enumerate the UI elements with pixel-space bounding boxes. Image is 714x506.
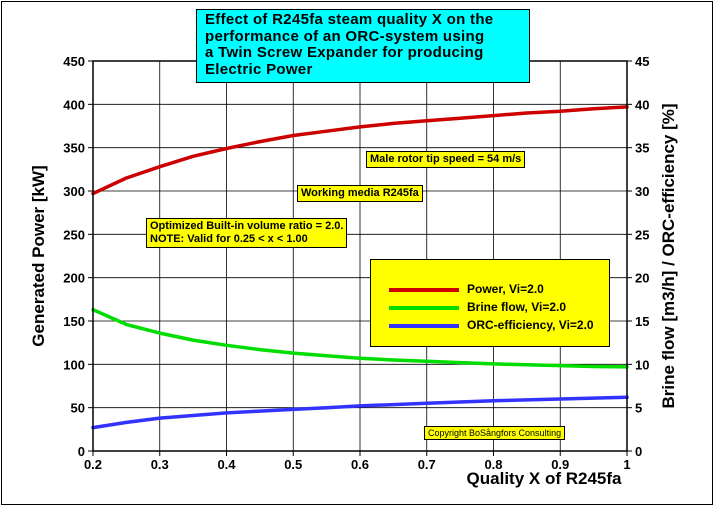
y2-tick-label: 5 bbox=[635, 401, 642, 416]
y-tick-label: 300 bbox=[63, 184, 85, 199]
x-tick-label: 1 bbox=[623, 457, 630, 472]
series-line-orc-efficiency-vi-2-0 bbox=[91, 395, 629, 430]
title-line-2: performance of an ORC-system using bbox=[205, 27, 485, 45]
chart-title: Effect of R245fa steam quality X on the … bbox=[196, 9, 530, 83]
working-media-annotation: Working media R245fa bbox=[297, 185, 423, 202]
y-tick-label: 450 bbox=[63, 54, 85, 69]
x-tick-label: 0.7 bbox=[418, 457, 436, 472]
title-line-4: Electric Power bbox=[205, 60, 313, 78]
y-tick-label: 150 bbox=[63, 314, 85, 329]
y2-tick-label: 0 bbox=[635, 444, 642, 459]
title-line-1: Effect of R245fa steam quality X on the bbox=[205, 11, 494, 28]
y-tick-label: 50 bbox=[71, 401, 85, 416]
title-line-3: a Twin Screw Expander for producing bbox=[205, 44, 484, 61]
x-tick-label: 0.6 bbox=[351, 457, 369, 472]
series-line-brine-flow-vi-2-0 bbox=[91, 307, 629, 369]
working-media-text: Working media R245fa bbox=[301, 187, 419, 199]
legend-label-power: Power, Vi=2.0 bbox=[467, 282, 544, 296]
y-axis-label: Generated Power [kW] bbox=[29, 165, 48, 346]
legend-item-orc-efficiency: ORC-efficiency, Vi=2.0 bbox=[381, 318, 606, 334]
y2-tick-label: 15 bbox=[635, 314, 649, 329]
legend-swatch-brine-flow bbox=[389, 306, 459, 310]
volume-ratio-line-2: NOTE: Valid for 0.25 < x < 1.00 bbox=[150, 233, 308, 245]
legend-item-power: Power, Vi=2.0 bbox=[381, 282, 606, 298]
y2-tick-label: 45 bbox=[635, 54, 649, 69]
y-tick-label: 250 bbox=[63, 227, 85, 242]
x-tick-label: 0.4 bbox=[217, 457, 236, 472]
volume-ratio-annotation: Optimized Built-in volume ratio = 2.0. N… bbox=[146, 218, 348, 248]
series-line-power-vi-2-0 bbox=[91, 105, 629, 196]
tip-speed-annotation: Male rotor tip speed = 54 m/s bbox=[366, 151, 526, 168]
y2-tick-label: 30 bbox=[635, 184, 649, 199]
x-tick-label: 0.3 bbox=[151, 457, 169, 472]
legend-swatch-power bbox=[389, 288, 459, 292]
copyright-note: Copyright BoSångfors Consulting bbox=[424, 426, 566, 440]
volume-ratio-line-1: Optimized Built-in volume ratio = 2.0. bbox=[150, 220, 344, 232]
tip-speed-text: Male rotor tip speed = 54 m/s bbox=[370, 153, 522, 165]
y2-axis-label: Brine flow [m3/h] / ORC-efficiency [%] bbox=[659, 103, 678, 408]
legend-label-orc-efficiency: ORC-efficiency, Vi=2.0 bbox=[467, 318, 594, 332]
legend: Power, Vi=2.0 Brine flow, Vi=2.0 ORC-eff… bbox=[370, 259, 610, 347]
legend-item-brine-flow: Brine flow, Vi=2.0 bbox=[381, 300, 606, 316]
y2-tick-label: 40 bbox=[635, 97, 649, 112]
legend-label-brine-flow: Brine flow, Vi=2.0 bbox=[467, 300, 567, 314]
y2-tick-label: 35 bbox=[635, 141, 649, 156]
x-tick-label: 0.2 bbox=[84, 457, 102, 472]
y-tick-label: 400 bbox=[63, 97, 85, 112]
legend-swatch-orc-efficiency bbox=[389, 324, 459, 328]
y2-tick-label: 25 bbox=[635, 227, 649, 242]
y-tick-label: 200 bbox=[63, 271, 85, 286]
x-tick-label: 0.8 bbox=[484, 457, 502, 472]
y-tick-label: 0 bbox=[78, 444, 85, 459]
x-axis-label: Quality X of R245fa bbox=[467, 469, 622, 488]
y2-tick-label: 10 bbox=[635, 357, 649, 372]
series-layer bbox=[91, 105, 629, 430]
y-tick-label: 100 bbox=[63, 357, 85, 372]
grid bbox=[93, 61, 627, 451]
y2-tick-label: 20 bbox=[635, 271, 649, 286]
ticks: 0.2 0.3 0.4 0.5 0.6 0.7 0.8 0.9 1050100150200250… bbox=[63, 54, 649, 472]
x-tick-label: 0.9 bbox=[551, 457, 569, 472]
x-tick-label: 0.5 bbox=[284, 457, 302, 472]
y-tick-label: 350 bbox=[63, 141, 85, 156]
